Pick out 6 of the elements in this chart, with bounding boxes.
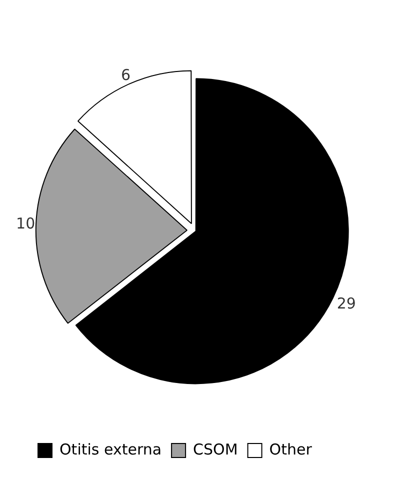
data-label: 29 (336, 294, 356, 312)
legend-label: Other (269, 440, 313, 458)
data-label: 10 (16, 214, 36, 232)
data-label: 6 (120, 66, 131, 84)
legend-label: CSOM (193, 440, 238, 458)
legend-label: Otitis externa (60, 440, 162, 458)
